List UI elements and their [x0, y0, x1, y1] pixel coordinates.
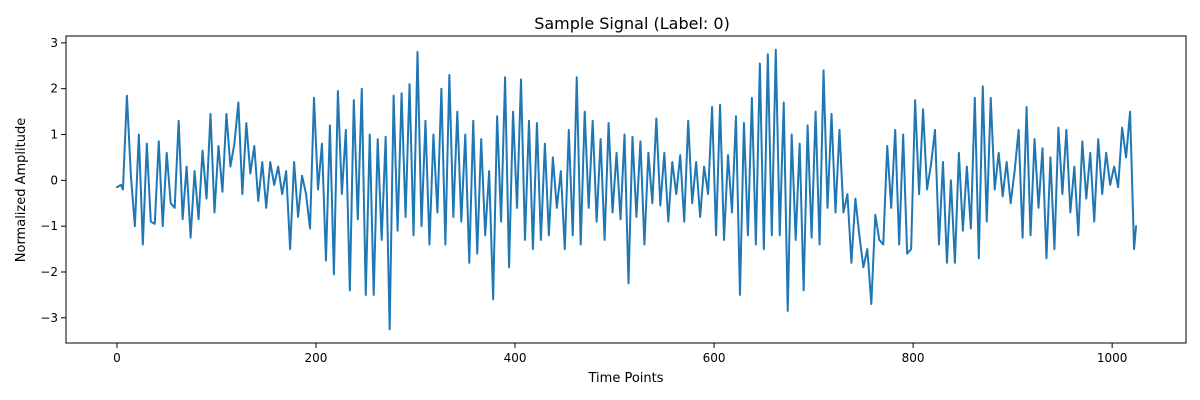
- y-tick-label: −2: [40, 265, 58, 279]
- x-tick-label: 600: [703, 351, 726, 365]
- y-tick-label: 2: [50, 82, 58, 96]
- x-tick-label: 800: [902, 351, 925, 365]
- x-axis-ticks: 0 200 400 600 800 1000: [113, 343, 1127, 365]
- y-tick-label: 0: [50, 173, 58, 187]
- x-tick-label: 400: [504, 351, 527, 365]
- y-tick-label: 3: [50, 36, 58, 50]
- x-tick-label: 0: [113, 351, 121, 365]
- plot-area: [115, 48, 1138, 331]
- y-tick-label: 1: [50, 128, 58, 142]
- chart-title: Sample Signal (Label: 0): [534, 14, 730, 33]
- y-axis-ticks: −3 −2 −1 0 1 2 3: [40, 36, 66, 325]
- y-axis-label: Normalized Amplitude: [14, 118, 29, 262]
- plot-frame: [65, 35, 1187, 344]
- series-line-0: [115, 48, 1138, 331]
- x-axis-label: Time Points: [588, 371, 664, 386]
- x-tick-label: 1000: [1097, 351, 1128, 365]
- y-tick-label: −3: [40, 311, 58, 325]
- x-tick-label: 200: [305, 351, 328, 365]
- y-tick-label: −1: [40, 219, 58, 233]
